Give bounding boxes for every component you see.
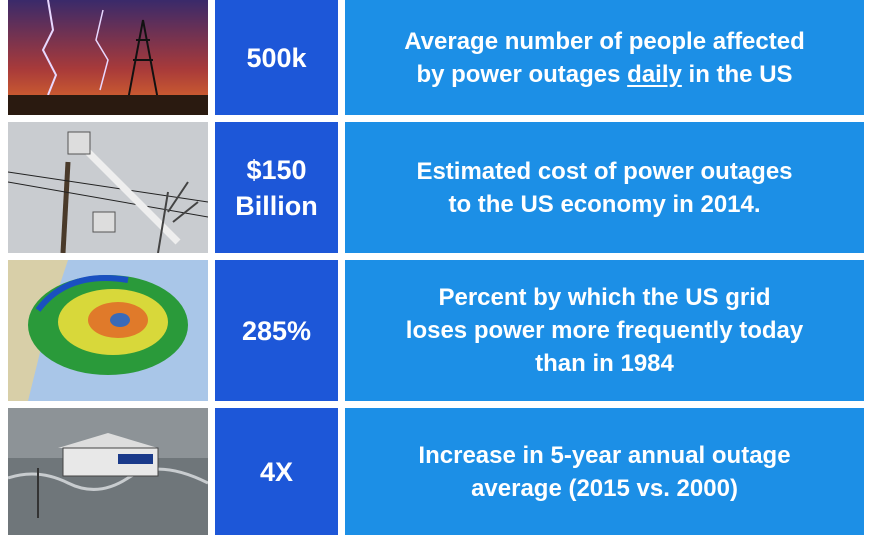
description-line: to the US economy in 2014. [448, 188, 760, 221]
description-cell: Percent by which the US grid loses power… [345, 260, 864, 401]
lineworker-photo [8, 122, 208, 253]
lightning-photo [8, 0, 208, 115]
stat-text: Billion [235, 188, 318, 224]
description-cell: Average number of people affected by pow… [345, 0, 864, 115]
stat-text: $150 [246, 152, 306, 188]
description-line: Increase in 5-year annual outage [418, 439, 790, 472]
description-line: by power outages daily in the US [416, 58, 792, 91]
description-line: average (2015 vs. 2000) [471, 472, 738, 505]
stat-cell: 285% [215, 260, 338, 401]
infographic: 500k Average number of people affected b… [0, 0, 869, 535]
stat-text: 285% [242, 313, 311, 349]
description-cell: Increase in 5-year annual outage average… [345, 408, 864, 535]
hurricane-radar [8, 260, 208, 401]
stat-text: 500k [246, 40, 306, 76]
description-text: in the US [689, 61, 793, 88]
flood-photo [8, 408, 208, 535]
description-line: Average number of people affected [404, 25, 805, 58]
description-line: Percent by which the US grid [438, 281, 770, 314]
description-line: loses power more frequently today [406, 314, 803, 347]
description-line: Estimated cost of power outages [416, 155, 792, 188]
underlined-text: daily [627, 61, 682, 88]
stat-text: 4X [260, 454, 293, 490]
stat-cell: $150 Billion [215, 122, 338, 253]
description-cell: Estimated cost of power outages to the U… [345, 122, 864, 253]
stat-cell: 500k [215, 0, 338, 115]
description-text: by power outages [416, 61, 620, 88]
description-line: than in 1984 [535, 347, 674, 380]
stat-cell: 4X [215, 408, 338, 535]
